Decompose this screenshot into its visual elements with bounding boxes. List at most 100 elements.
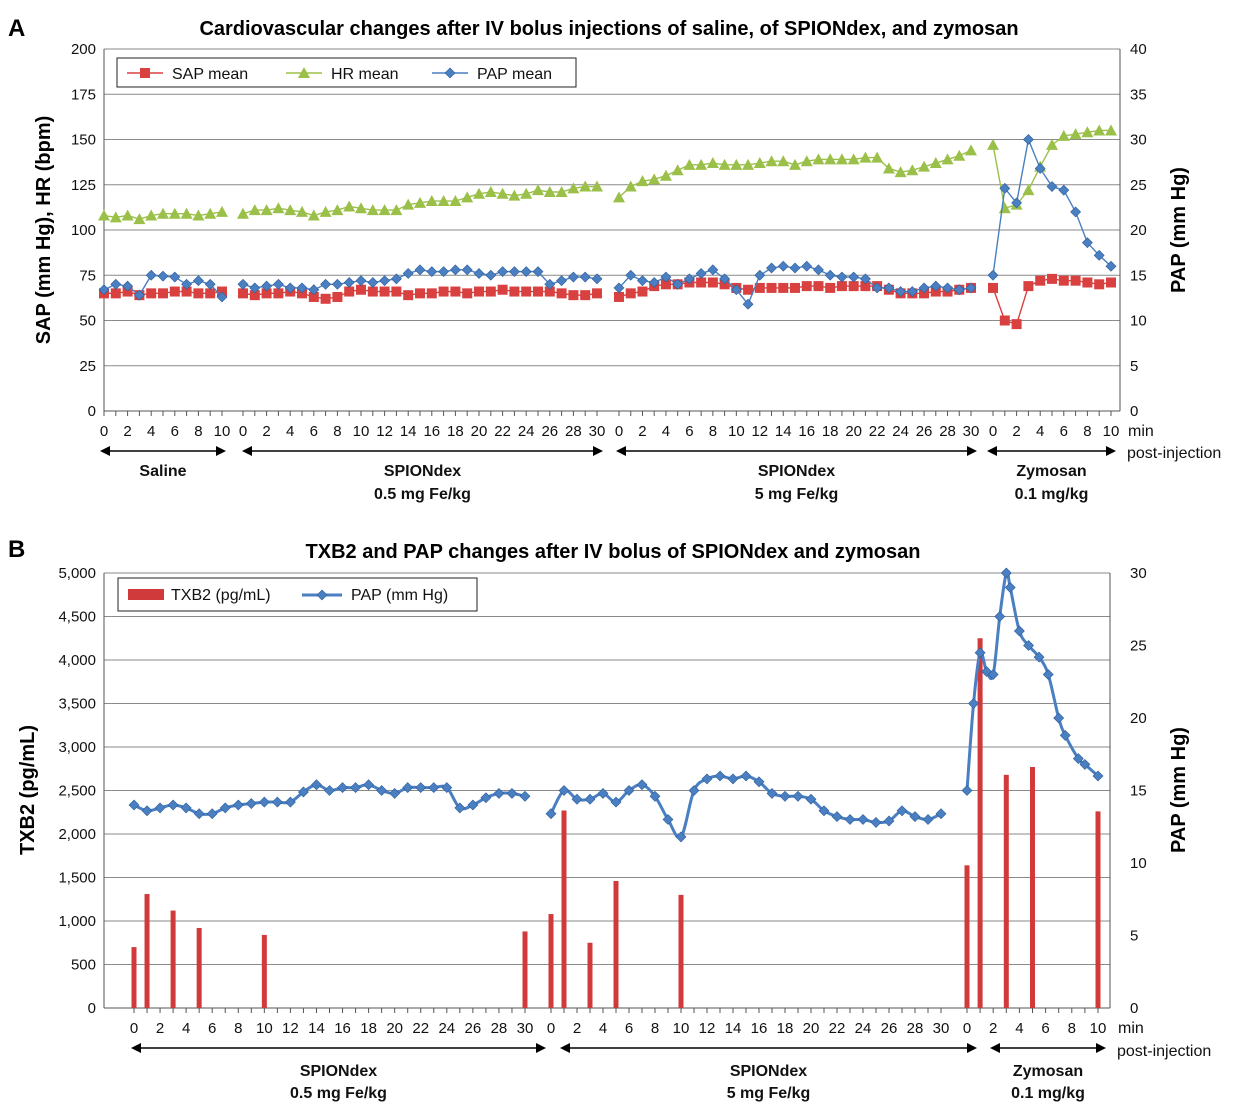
pap-point-b [324, 785, 335, 796]
hr-point-a [355, 202, 367, 214]
x-tick-label-a: 10 [1103, 423, 1120, 440]
sap-point-a [1070, 275, 1081, 286]
panel-a-x-unit-2: post-injection [1127, 445, 1221, 462]
x-tick-label-b: 18 [360, 1020, 377, 1037]
x-tick-label-a: 26 [541, 423, 558, 440]
x-tick-label-b: 26 [881, 1020, 898, 1037]
pap-point-a [532, 266, 544, 278]
x-tick-label-b: 22 [829, 1020, 846, 1037]
pap-point-a [918, 282, 930, 294]
hr-point-a [998, 202, 1011, 214]
sap-point-a [485, 286, 496, 297]
hr-point-a [248, 204, 261, 216]
panel-a-title: Cardiovascular changes after IV bolus in… [199, 18, 1018, 40]
pap-point-a [1046, 181, 1058, 192]
hr-point-a [1105, 124, 1117, 136]
y-right-tick-a: 30 [1130, 132, 1147, 149]
hr-point-a [296, 205, 308, 217]
hr-line-a [618, 149, 972, 198]
x-tick-label-a: 30 [589, 423, 606, 440]
pap-point-b [831, 811, 843, 823]
x-tick-label-a: 28 [939, 423, 956, 440]
pap-point-a [331, 278, 343, 290]
pap-point-a [414, 264, 426, 276]
panel-a-y-right-label: PAP (mm Hg) [1168, 167, 1190, 293]
pap-point-b [779, 790, 791, 802]
pap-point-b [284, 796, 296, 808]
x-tick-label-a: 8 [333, 423, 341, 440]
hr-point-a [987, 138, 999, 150]
pap-point-b [363, 779, 375, 791]
pap-point-a [754, 269, 766, 281]
txb2-bar [522, 931, 528, 1008]
pap-point-b [688, 785, 700, 796]
arrow-head-left-b [560, 1043, 570, 1053]
group-dose-b: 0.5 mg Fe/kg [290, 1085, 387, 1102]
group-dose-b: 5 mg Fe/kg [727, 1085, 811, 1102]
pap-point-b [1013, 625, 1025, 637]
sap-point-a [743, 284, 754, 295]
group-name-a: Zymosan [1016, 463, 1086, 480]
hr-point-a [624, 180, 637, 192]
sap-point-a [1106, 277, 1116, 288]
hr-point-a [121, 209, 134, 221]
hr-point-a [730, 158, 743, 170]
hr-point-a [835, 153, 848, 165]
pap-point-a [813, 264, 824, 276]
pap-point-b [558, 785, 570, 796]
panel-a-y-left-label: SAP (mm Hg), HR (bpm) [33, 116, 55, 345]
x-tick-label-a: 6 [685, 423, 693, 440]
x-tick-label-b: 14 [308, 1020, 325, 1037]
arrow-head-left-b [131, 1043, 141, 1053]
hr-point-a [648, 173, 661, 185]
x-tick-label-b: 24 [438, 1020, 455, 1037]
y-left-tick-b: 500 [71, 957, 96, 974]
pap-point-a [145, 269, 157, 281]
y-right-tick-b: 25 [1130, 638, 1147, 655]
x-tick-label-b: 8 [651, 1020, 659, 1037]
hr-point-a [133, 213, 146, 225]
pap-point-a [402, 268, 414, 279]
pap-point-b [1033, 651, 1045, 663]
pap-point-b [896, 805, 908, 817]
y-right-tick-a: 0 [1130, 403, 1138, 420]
hr-point-a [906, 164, 919, 176]
arrow-head-left-a [987, 446, 997, 456]
pap-point-b [909, 811, 921, 823]
pap-point-a [695, 268, 707, 279]
pap-point-a [801, 260, 813, 272]
hr-point-a [145, 209, 158, 221]
pap-point-b [961, 785, 973, 796]
hr-point-a [1081, 126, 1094, 138]
y-left-tick-a: 125 [71, 177, 96, 194]
pap-point-a [871, 282, 883, 294]
legend-b [117, 577, 478, 612]
pap-point-b [467, 799, 479, 811]
sap-point-a [848, 281, 859, 292]
y-left-tick-b: 1,500 [58, 870, 96, 887]
legend-label-b: TXB2 (pg/mL) [171, 587, 271, 604]
y-left-tick-b: 0 [88, 1000, 96, 1017]
y-left-tick-a: 175 [71, 86, 96, 103]
pap-point-b [870, 816, 882, 828]
pap-point-b [968, 698, 979, 709]
sap-point-a [438, 286, 449, 297]
x-tick-label-a: 0 [615, 423, 623, 440]
pap-point-a [133, 289, 145, 301]
pap-point-a [249, 282, 261, 294]
pap-point-b [584, 793, 596, 805]
x-tick-label-a: 30 [963, 423, 980, 440]
pap-point-a [1011, 197, 1023, 209]
x-tick-label-a: 2 [262, 423, 270, 440]
pap-point-b [610, 796, 622, 808]
hr-point-a [671, 164, 684, 176]
pap-point-b [219, 802, 231, 814]
txb2-bar [678, 894, 684, 1008]
sap-point-a [273, 288, 284, 299]
pap-point-a [508, 266, 520, 278]
hr-point-a [109, 211, 122, 223]
txb2-bar [131, 947, 137, 1008]
pap-point-b [649, 790, 661, 802]
pap-point-a [637, 275, 648, 287]
pap-point-b [857, 814, 869, 825]
